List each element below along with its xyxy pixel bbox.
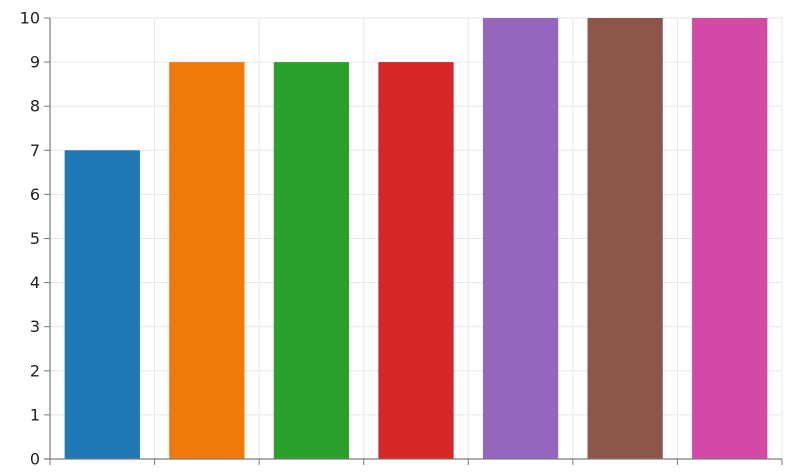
bar-3 <box>378 62 454 459</box>
bar-6 <box>692 18 768 459</box>
y-tick-label-8: 8 <box>30 97 40 116</box>
y-tick-label-10: 10 <box>20 9 40 28</box>
y-tick-label-3: 3 <box>30 317 40 336</box>
y-tick-label-6: 6 <box>30 185 40 204</box>
bar-1 <box>169 62 245 459</box>
bar-5 <box>587 18 663 459</box>
bar-0 <box>64 150 140 460</box>
y-tick-label-2: 2 <box>30 361 40 380</box>
y-tick-label-9: 9 <box>30 53 40 72</box>
bar-layer <box>64 18 768 460</box>
y-tick-label-5: 5 <box>30 229 40 248</box>
axis-layer <box>44 17 783 465</box>
label-layer: 0 1 2 3 4 5 6 7 8 9 10 <box>20 9 40 469</box>
y-tick-label-7: 7 <box>30 141 40 160</box>
bar-4 <box>482 18 559 459</box>
bar-2 <box>273 62 350 459</box>
y-tick-label-1: 1 <box>30 405 40 424</box>
y-tick-label-0: 0 <box>30 450 40 469</box>
y-tick-label-4: 4 <box>30 273 40 292</box>
